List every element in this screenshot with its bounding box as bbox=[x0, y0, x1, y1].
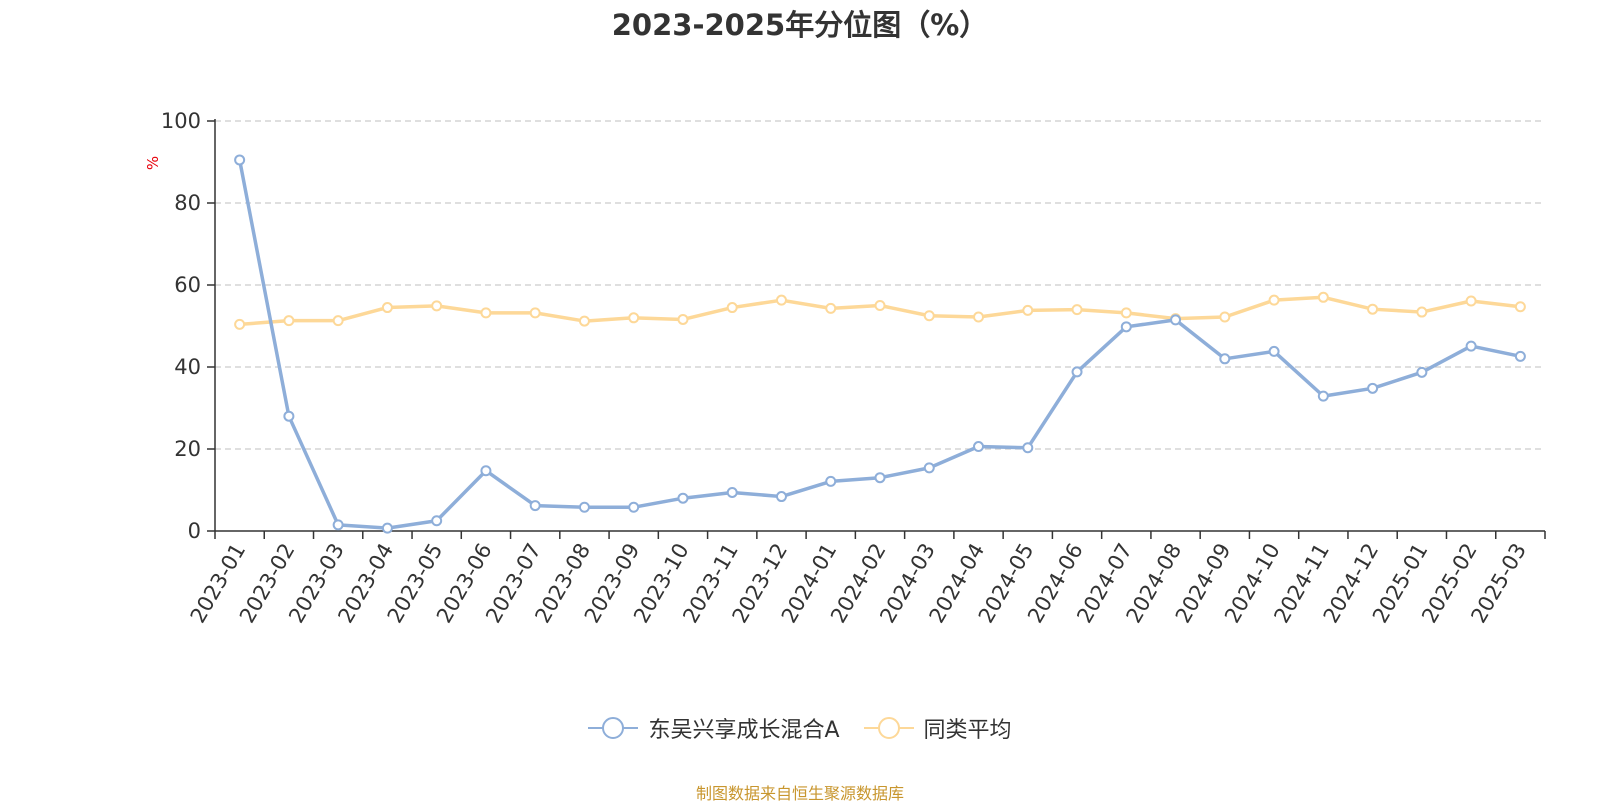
y-tick-label: 40 bbox=[174, 355, 201, 379]
legend-marker-series-2 bbox=[863, 717, 914, 739]
data-point-series-2 bbox=[677, 313, 689, 325]
data-point-series-2 bbox=[283, 315, 295, 327]
data-point-series-2 bbox=[1367, 303, 1379, 315]
data-point-series-2 bbox=[431, 300, 443, 312]
data-point-series-2 bbox=[1219, 311, 1231, 323]
data-point-series-1 bbox=[1317, 390, 1329, 402]
data-point-series-1 bbox=[1170, 314, 1182, 326]
axes: 0204060801002023-012023-022023-032023-04… bbox=[161, 109, 1546, 627]
data-point-series-2 bbox=[332, 315, 344, 327]
chart-title: 2023-2025年分位图（%） bbox=[611, 8, 989, 42]
legend-marker-series-1 bbox=[588, 717, 639, 739]
data-point-series-1 bbox=[1416, 366, 1428, 378]
data-point-series-1 bbox=[431, 515, 443, 527]
data-point-series-1 bbox=[578, 501, 590, 513]
y-tick-label: 20 bbox=[174, 437, 201, 461]
data-point-series-2 bbox=[628, 312, 640, 324]
data-point-series-1 bbox=[1071, 366, 1083, 378]
data-point-series-1 bbox=[726, 486, 738, 498]
data-point-series-1 bbox=[1268, 345, 1280, 357]
legend-label-series-1: 东吴兴享成长混合A bbox=[648, 718, 840, 743]
data-point-series-2 bbox=[234, 318, 246, 330]
data-point-series-1 bbox=[381, 522, 393, 534]
y-tick-label: 100 bbox=[161, 109, 201, 133]
y-tick-label: 80 bbox=[174, 191, 201, 215]
data-point-series-1 bbox=[775, 491, 787, 503]
data-point-series-1 bbox=[1120, 321, 1132, 333]
data-point-series-1 bbox=[1219, 353, 1231, 365]
data-point-series-1 bbox=[1022, 442, 1034, 454]
data-point-series-1 bbox=[1465, 340, 1477, 352]
data-point-series-2 bbox=[775, 294, 787, 306]
legend-item-series-2[interactable]: 同类平均 bbox=[863, 712, 1012, 744]
data-point-series-1 bbox=[825, 475, 837, 487]
data-point-series-2 bbox=[1514, 301, 1526, 313]
data-point-series-1 bbox=[283, 410, 295, 422]
data-point-series-2 bbox=[874, 300, 886, 311]
grid-lines bbox=[215, 120, 1545, 450]
data-point-series-2 bbox=[973, 311, 985, 323]
data-point-series-1 bbox=[234, 154, 246, 166]
data-source-note: 制图数据来自恒生聚源数据库 bbox=[695, 784, 904, 803]
data-point-series-2 bbox=[1465, 295, 1477, 307]
legend-item-series-1[interactable]: 东吴兴享成长混合A bbox=[588, 712, 840, 744]
y-tick-label: 60 bbox=[174, 273, 201, 297]
series-lines bbox=[234, 154, 1526, 534]
data-point-series-1 bbox=[973, 441, 985, 453]
data-point-series-2 bbox=[1317, 291, 1329, 303]
data-point-series-2 bbox=[529, 307, 541, 319]
data-point-series-1 bbox=[1367, 382, 1379, 394]
data-point-series-2 bbox=[726, 302, 738, 314]
data-point-series-1 bbox=[529, 500, 541, 512]
data-point-series-1 bbox=[1514, 350, 1526, 362]
data-point-series-2 bbox=[825, 302, 837, 314]
data-point-series-2 bbox=[1120, 307, 1132, 319]
y-tick-label: 0 bbox=[188, 519, 201, 543]
data-point-series-2 bbox=[381, 302, 393, 314]
data-point-series-1 bbox=[677, 492, 689, 504]
data-point-series-1 bbox=[332, 519, 344, 531]
data-point-series-2 bbox=[1071, 304, 1083, 316]
data-point-series-1 bbox=[923, 462, 935, 474]
data-point-series-1 bbox=[628, 501, 640, 513]
y-axis-unit-label: % bbox=[144, 156, 162, 170]
data-point-series-2 bbox=[578, 315, 590, 327]
data-point-series-1 bbox=[874, 472, 886, 484]
legend-label-series-2: 同类平均 bbox=[923, 718, 1012, 743]
data-point-series-2 bbox=[480, 307, 492, 319]
data-point-series-2 bbox=[1268, 294, 1280, 306]
data-point-series-1 bbox=[480, 465, 492, 477]
data-point-series-2 bbox=[923, 310, 935, 322]
legend: 东吴兴享成长混合A 同类平均 bbox=[0, 712, 1600, 744]
data-point-series-2 bbox=[1022, 304, 1034, 316]
data-point-series-2 bbox=[1416, 306, 1428, 318]
